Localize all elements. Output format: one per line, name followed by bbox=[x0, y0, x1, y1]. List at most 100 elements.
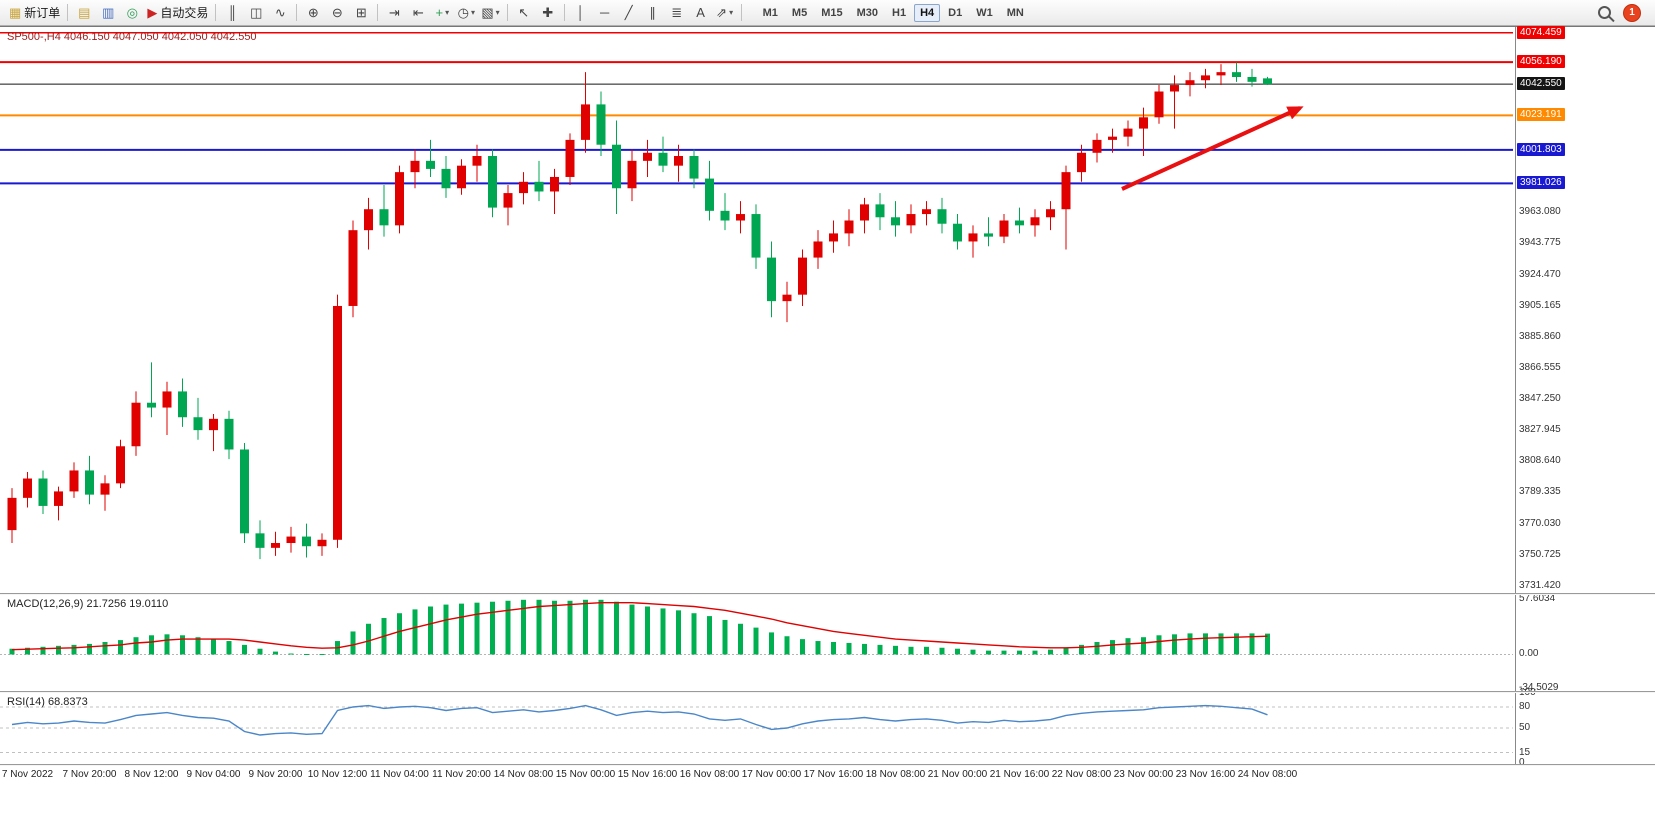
auto-scroll-icon[interactable]: ⇥ bbox=[383, 3, 405, 23]
indicators-button[interactable]: + ▾ bbox=[431, 3, 453, 23]
timeframe-m5-button[interactable]: M5 bbox=[791, 6, 808, 19]
text-tool-icon[interactable]: A bbox=[690, 3, 712, 23]
cursor-icon: ↖ bbox=[518, 5, 530, 20]
cursor-icon[interactable]: ↖ bbox=[513, 3, 535, 23]
zoom-in-icon: ⊕ bbox=[307, 5, 319, 20]
toolbar-separator bbox=[506, 4, 508, 21]
auto-trading-button: ▶ bbox=[147, 5, 158, 20]
toolbar-separator bbox=[296, 4, 298, 21]
time-axis-label: 17 Nov 00:00 bbox=[741, 769, 802, 780]
horizontal-line-icon[interactable]: ─ bbox=[594, 3, 616, 23]
time-axis-label: 17 Nov 16:00 bbox=[803, 769, 864, 780]
line-chart-type-icon: ∿ bbox=[274, 5, 286, 20]
price-tick: 3731.420 bbox=[1519, 579, 1561, 591]
horizontal-line-icon: ─ bbox=[600, 5, 610, 20]
timeframe-d1-button[interactable]: D1 bbox=[948, 6, 963, 19]
timeframe-h4-button[interactable]: H4 bbox=[914, 3, 941, 22]
new-order-button-label: 新订单 bbox=[24, 6, 61, 20]
main-price-chart[interactable] bbox=[0, 27, 1515, 593]
trendline-icon: ╱ bbox=[624, 5, 633, 20]
time-axis-label: 24 Nov 08:00 bbox=[1237, 769, 1298, 780]
rsi-scale-tick: 80 bbox=[1519, 701, 1531, 712]
price-tick: 3943.775 bbox=[1519, 237, 1561, 249]
periods-button[interactable]: ◷ ▾ bbox=[455, 3, 477, 23]
timeframe-group: M1 M5 M15 M30 H1 H4 D1 W1 MN bbox=[756, 3, 1031, 22]
time-axis-label: 7 Nov 2022 bbox=[1, 769, 54, 780]
time-axis-label: 18 Nov 08:00 bbox=[865, 769, 926, 780]
price-line-badge: 4001.803 bbox=[1517, 142, 1565, 156]
line-chart-type-icon[interactable]: ∿ bbox=[269, 3, 291, 23]
tile-windows-icon: ⊞ bbox=[355, 5, 367, 20]
timeframe-m15-button[interactable]: M15 bbox=[821, 6, 843, 19]
time-axis-label: 7 Nov 20:00 bbox=[62, 769, 117, 780]
time-axis-label: 11 Nov 04:00 bbox=[370, 769, 429, 780]
time-axis[interactable]: 7 Nov 2022 7 Nov 20:00 8 Nov 12:00 9 Nov 04… bbox=[0, 765, 1515, 787]
crosshair-icon[interactable]: ✚ bbox=[537, 3, 559, 23]
fibonacci-icon: ≣ bbox=[671, 5, 683, 20]
price-tick: 3808.640 bbox=[1519, 455, 1561, 467]
bar-chart-type-icon[interactable]: ║ bbox=[221, 3, 243, 23]
market-watch-icon[interactable]: ▤ bbox=[73, 3, 95, 23]
search-icon[interactable] bbox=[1598, 6, 1611, 19]
toolbar-separator bbox=[377, 4, 379, 21]
panel-separator[interactable] bbox=[0, 593, 1655, 595]
time-axis-label: 11 Nov 20:00 bbox=[432, 769, 491, 780]
timeframe-h1-button[interactable]: H1 bbox=[892, 6, 907, 19]
candlestick-type-icon[interactable]: ◫ bbox=[245, 3, 267, 23]
navigator-icon[interactable]: ◎ bbox=[121, 3, 143, 23]
zoom-in-icon[interactable]: ⊕ bbox=[302, 3, 324, 23]
chevron-down-icon: ▾ bbox=[729, 8, 734, 17]
price-tick: 3789.335 bbox=[1519, 486, 1561, 498]
auto-trading-button-label: 自动交易 bbox=[160, 6, 209, 20]
panel-separator[interactable] bbox=[0, 691, 1655, 693]
channel-icon[interactable]: ∥ bbox=[642, 3, 664, 23]
time-axis-label: 21 Nov 00:00 bbox=[927, 769, 988, 780]
arrows-tool-icon: ⇗ bbox=[716, 5, 728, 20]
crosshair-icon: ✚ bbox=[542, 5, 554, 20]
time-axis-label: 21 Nov 16:00 bbox=[989, 769, 1050, 780]
arrows-tool-icon[interactable]: ⇗ ▾ bbox=[714, 3, 736, 23]
price-tick: 3827.945 bbox=[1519, 424, 1561, 436]
notification-badge[interactable]: 1 bbox=[1623, 3, 1641, 22]
timeframe-w1-button[interactable]: W1 bbox=[976, 6, 993, 19]
time-axis-label: 15 Nov 00:00 bbox=[555, 769, 616, 780]
chart-ohlc-title: SP500-,H4 4046.150 4047.050 4042.050 404… bbox=[7, 31, 257, 43]
rsi-scale-tick: 0 bbox=[1519, 757, 1525, 768]
panel-separator[interactable] bbox=[0, 764, 1655, 766]
price-tick: 3963.080 bbox=[1519, 206, 1561, 218]
macd-panel[interactable] bbox=[0, 595, 1515, 689]
data-window-icon[interactable]: ▥ bbox=[97, 3, 119, 23]
tile-windows-icon[interactable]: ⊞ bbox=[350, 3, 372, 23]
timeframe-m1-button[interactable]: M1 bbox=[762, 6, 778, 19]
chart-window: SP500-,H4 4046.150 4047.050 4042.050 404… bbox=[0, 26, 1655, 827]
auto-trading-button[interactable]: ▶ 自动交易 bbox=[145, 3, 210, 23]
auto-scroll-icon: ⇥ bbox=[388, 5, 400, 20]
timeframe-m30-button[interactable]: M30 bbox=[856, 6, 879, 19]
rsi-panel[interactable] bbox=[0, 693, 1515, 763]
time-axis-label: 23 Nov 00:00 bbox=[1113, 769, 1174, 780]
toolbar-separator bbox=[563, 4, 565, 21]
time-axis-label: 22 Nov 08:00 bbox=[1051, 769, 1112, 780]
fibonacci-icon[interactable]: ≣ bbox=[666, 3, 688, 23]
chevron-down-icon: ▾ bbox=[445, 8, 450, 17]
chart-shift-icon[interactable]: ⇤ bbox=[407, 3, 429, 23]
new-order-button[interactable]: ▦ 新订单 bbox=[7, 3, 62, 23]
vertical-line-icon[interactable]: │ bbox=[570, 3, 592, 23]
toolbar-separator bbox=[67, 4, 69, 21]
templates-button[interactable]: ▧ ▾ bbox=[479, 3, 501, 23]
timeframe-mn-button[interactable]: MN bbox=[1006, 6, 1024, 19]
rsi-scale-tick: 15 bbox=[1519, 746, 1531, 758]
time-axis-label: 8 Nov 12:00 bbox=[124, 769, 179, 780]
data-window-icon: ▥ bbox=[102, 5, 115, 20]
price-tick: 3770.030 bbox=[1519, 517, 1561, 529]
chart-shift-icon: ⇤ bbox=[412, 5, 424, 20]
time-axis-label: 10 Nov 12:00 bbox=[307, 769, 368, 780]
periods-button: ◷ bbox=[457, 5, 469, 20]
indicators-button: + bbox=[435, 5, 444, 20]
trendline-icon[interactable]: ╱ bbox=[618, 3, 640, 23]
price-scale[interactable]: 3963.080 3943.775 3924.470 3905.165 3885.860… bbox=[1515, 26, 1655, 768]
macd-scale-tick: -34.5029 bbox=[1519, 681, 1559, 693]
time-axis-label: 9 Nov 04:00 bbox=[186, 769, 241, 780]
zoom-out-icon[interactable]: ⊖ bbox=[326, 3, 348, 23]
